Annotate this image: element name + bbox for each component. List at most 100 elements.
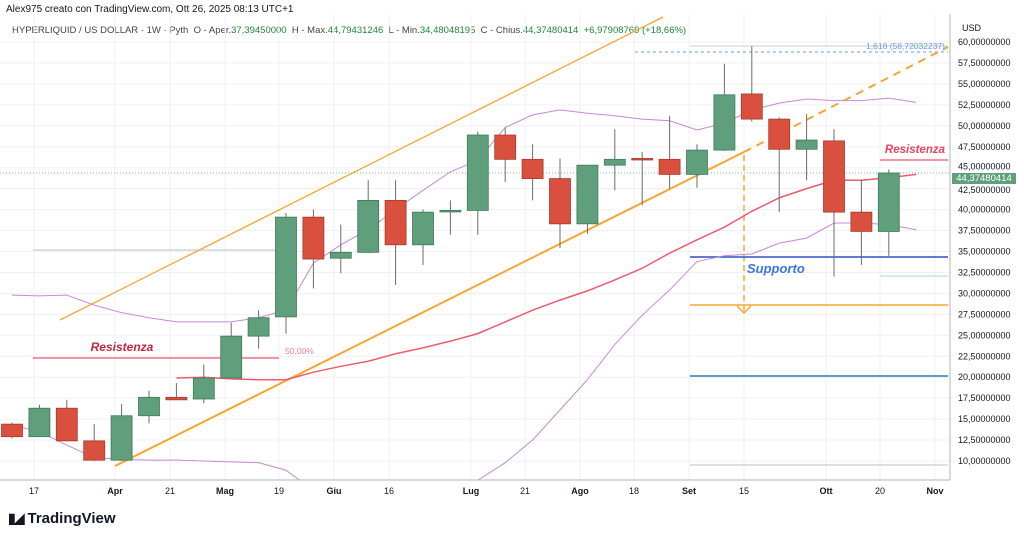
indicators <box>11 97 917 480</box>
time-tick-label: Mag <box>216 486 234 496</box>
candle-body[interactable] <box>138 396 160 417</box>
open-label: O - Aper. <box>193 25 232 36</box>
candle-body[interactable] <box>1 423 23 438</box>
candle-body[interactable] <box>658 158 681 175</box>
time-tick-label: 15 <box>739 486 749 496</box>
time-tick-label: Giu <box>327 486 342 496</box>
price-tick-label: 22,50000000 <box>958 351 1011 361</box>
candle-body[interactable] <box>740 93 763 120</box>
resistance-right-label: Resistenza <box>885 144 946 156</box>
high-label: H - Max. <box>291 25 328 36</box>
close-value: 44,37480414 <box>522 25 579 36</box>
candle-body[interactable] <box>55 407 78 442</box>
high-value: 44,79431246 <box>327 25 384 36</box>
candle-body[interactable] <box>603 158 626 166</box>
candle-body[interactable] <box>165 396 188 401</box>
candle-body[interactable] <box>877 172 900 232</box>
price-tick-label: 57,50000000 <box>958 58 1011 68</box>
candle-body[interactable] <box>302 216 325 260</box>
candle-body[interactable] <box>110 415 133 461</box>
lower-band-line <box>477 222 917 480</box>
time-tick-label: 16 <box>384 486 394 496</box>
channel-upper-line[interactable] <box>59 16 664 321</box>
upper-band-line <box>11 97 917 323</box>
candle-body[interactable] <box>850 211 873 232</box>
chart-credit: Alex975 creato con TradingView.com, Ott … <box>6 4 294 15</box>
price-tick-label: 42,50000000 <box>958 185 1011 195</box>
price-tick-label: 25,00000000 <box>958 330 1011 340</box>
candle-body[interactable] <box>192 377 215 400</box>
channel-lower-line[interactable] <box>114 151 745 467</box>
candle-body[interactable] <box>357 199 380 253</box>
annotations: Resistenza 50,00% 1,618 (58,72032237) Su… <box>91 41 946 356</box>
candle-body[interactable] <box>795 139 818 150</box>
candle-body[interactable] <box>631 158 654 161</box>
price-tick-label: 30,00000000 <box>958 288 1011 298</box>
candle-body[interactable] <box>220 335 243 379</box>
price-tick-label: 12,50000000 <box>958 435 1011 445</box>
axes: USD 60,00000000 57,50000000 55,00000000 52,… <box>0 14 1011 496</box>
price-tick-label: 52,50000000 <box>958 100 1011 110</box>
candle-body[interactable] <box>768 118 791 150</box>
time-tick-label: Set <box>682 486 696 496</box>
moving-average-line <box>176 173 917 381</box>
candle-body[interactable] <box>466 134 489 211</box>
price-tick-label: 17,50000000 <box>958 393 1011 403</box>
arrow-down-icon <box>736 305 752 315</box>
time-tick-label: Ott <box>820 486 833 496</box>
price-tick-label: 15,00000000 <box>958 414 1011 424</box>
price-tick-label: 60,00000000 <box>958 37 1011 47</box>
resistance-left-label: Resistenza <box>91 340 154 354</box>
time-tick-label: 18 <box>629 486 639 496</box>
open-value: 37,39450000 <box>231 25 287 36</box>
candle-body[interactable] <box>439 210 462 213</box>
lower-band-line <box>11 424 301 480</box>
time-tick-label: 21 <box>520 486 530 496</box>
price-tick-label: 20,00000000 <box>958 372 1011 382</box>
price-tick-label: 32,50000000 <box>958 267 1011 277</box>
time-tick-label: 17 <box>29 486 39 496</box>
low-label: L - Min. <box>388 25 420 36</box>
close-label: C - Chius. <box>480 25 523 36</box>
support-label: Supporto <box>747 261 805 276</box>
candle-body[interactable] <box>275 216 297 318</box>
price-tick-label: 45,00000000 <box>958 162 1011 172</box>
price-tick-label: 40,00000000 <box>958 205 1011 215</box>
candle-body[interactable] <box>494 134 517 160</box>
price-tick-label: 10,00000000 <box>958 456 1011 466</box>
candle-body[interactable] <box>823 140 845 213</box>
tradingview-logo[interactable]: ▮◢ TradingView <box>8 510 116 527</box>
candles <box>1 46 900 461</box>
candle-body[interactable] <box>384 199 407 246</box>
fib-50-label: 50,00% <box>285 346 314 356</box>
time-tick-label: Apr <box>107 486 123 496</box>
candle-body[interactable] <box>549 178 571 225</box>
candle-body[interactable] <box>576 164 599 225</box>
time-tick-label: 19 <box>274 486 284 496</box>
drawings <box>0 16 950 467</box>
candle-body[interactable] <box>83 440 106 461</box>
channel-lower-extension[interactable] <box>743 46 949 153</box>
price-tick-label: 27,50000000 <box>958 309 1011 319</box>
candle-body[interactable] <box>28 407 51 438</box>
time-tick-label: Lug <box>463 486 480 496</box>
tradingview-logo-icon: ▮◢ <box>8 510 25 526</box>
candle-body[interactable] <box>521 158 544 179</box>
fib-1618-label: 1,618 (58,72032237) <box>866 41 945 51</box>
candle-body[interactable] <box>329 251 352 259</box>
time-tick-label: 21 <box>165 486 175 496</box>
price-tick-label: 55,00000000 <box>958 79 1011 89</box>
candle-body[interactable] <box>686 149 708 175</box>
time-tick-label: 20 <box>875 486 885 496</box>
time-tick-label: Ago <box>571 486 589 496</box>
current-price-badge: 44,37480414 <box>952 173 1016 184</box>
symbol-name[interactable]: HYPERLIQUID / US DOLLAR · 1W · Pyth <box>12 25 189 36</box>
price-tick-label: 37,50000000 <box>958 226 1011 236</box>
candle-body[interactable] <box>247 317 270 337</box>
price-tick-label: 47,50000000 <box>958 142 1011 152</box>
candle-body[interactable] <box>713 94 736 151</box>
candle-body[interactable] <box>412 211 434 246</box>
currency-label: USD <box>962 23 982 33</box>
price-tick-label: 35,00000000 <box>958 247 1011 257</box>
